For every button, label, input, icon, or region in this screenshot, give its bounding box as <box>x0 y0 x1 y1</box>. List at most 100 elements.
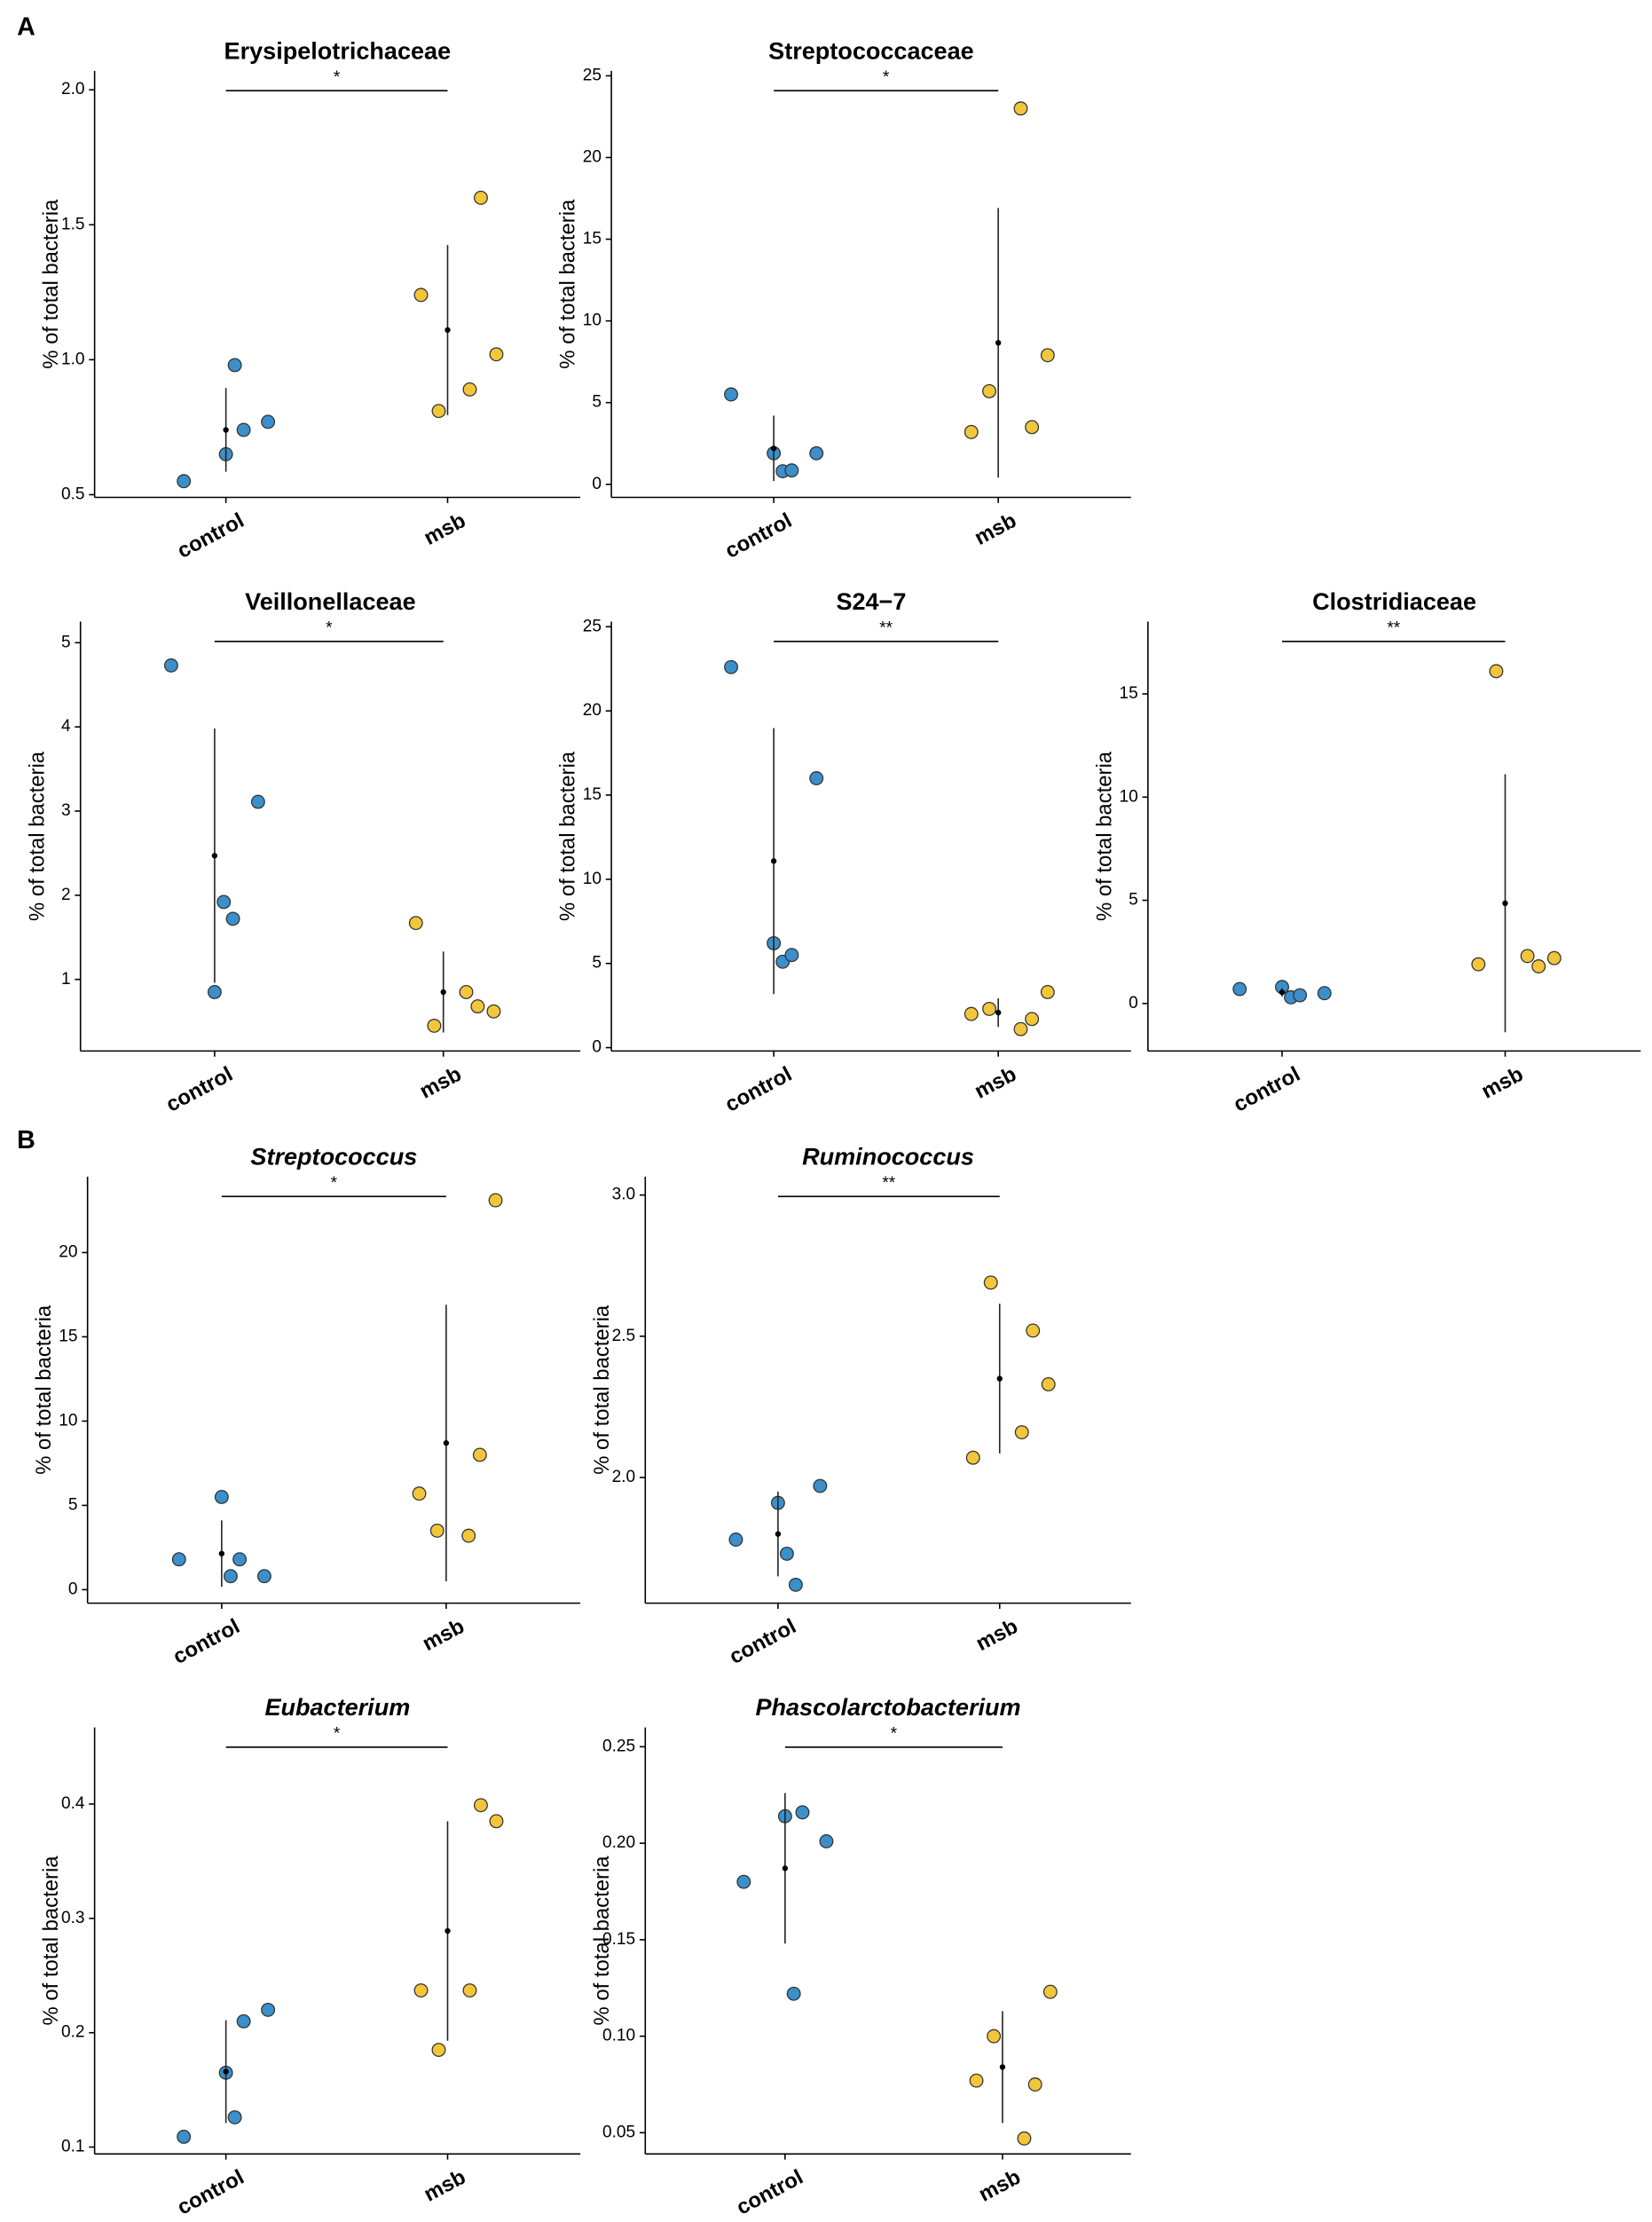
significance-label: * <box>891 1725 898 1744</box>
y-axis-label: % of total bacteria <box>39 1856 63 2026</box>
significance-label: ** <box>879 619 893 638</box>
y-tick-label: 10 <box>583 311 602 330</box>
significance-label: * <box>883 68 890 87</box>
chart-title: Veillonellaceae <box>245 588 415 615</box>
x-tick-label: msb <box>975 2165 1025 2207</box>
y-axis-label: % of total bacteria <box>39 199 63 369</box>
mean-point <box>770 445 777 452</box>
significance-label: * <box>334 68 341 87</box>
point <box>163 658 178 673</box>
chart-title: Clostridiaceae <box>1312 588 1476 615</box>
point <box>1520 949 1535 964</box>
x-tick-label: msb <box>416 1062 466 1104</box>
chart-title: Eubacterium <box>264 1694 410 1721</box>
chart-title: S24−7 <box>836 588 906 615</box>
x-tick-label: msb <box>420 508 469 550</box>
point <box>462 1983 477 1997</box>
x-tick-label: msb <box>1477 1062 1527 1104</box>
x-tick-label: control <box>173 2165 248 2220</box>
x-tick-label: control <box>1230 1062 1304 1117</box>
y-tick-label: 0.20 <box>602 1833 635 1852</box>
y-axis-label: % of total bacteria <box>556 751 580 921</box>
point <box>969 2073 984 2088</box>
y-tick-label: 5 <box>1129 891 1138 910</box>
point <box>408 916 423 931</box>
point <box>982 383 996 398</box>
point <box>216 894 232 910</box>
point <box>431 2043 446 2057</box>
significance-label: ** <box>882 1174 895 1193</box>
panel-label: A <box>17 13 35 42</box>
point <box>736 1874 751 1889</box>
point <box>459 985 474 999</box>
point <box>724 387 738 402</box>
point <box>1293 988 1308 1003</box>
y-tick-label: 2.5 <box>612 1327 636 1345</box>
point <box>427 1018 442 1033</box>
point <box>1489 664 1504 679</box>
point <box>488 1193 503 1208</box>
point <box>1017 2131 1032 2146</box>
y-tick-label: 1.0 <box>61 350 85 368</box>
x-tick-label: control <box>169 1614 244 1669</box>
point <box>1232 981 1247 997</box>
point <box>1546 950 1562 965</box>
y-tick-label: 2.0 <box>612 1468 636 1486</box>
y-axis-label: % of total bacteria <box>25 751 49 921</box>
point <box>472 1447 487 1462</box>
mean-point <box>223 2068 229 2075</box>
y-tick-label: 0 <box>592 1038 602 1057</box>
point <box>1471 957 1486 972</box>
point <box>413 1983 429 1997</box>
mean-point <box>995 1009 1002 1016</box>
significance-label: ** <box>1387 619 1400 638</box>
y-axis-label: % of total bacteria <box>1092 751 1116 921</box>
mean-point <box>440 989 446 996</box>
y-tick-label: 0 <box>592 475 602 493</box>
point <box>1014 1425 1029 1440</box>
point <box>413 288 429 303</box>
mean-point <box>775 1531 782 1537</box>
point <box>250 794 265 809</box>
y-tick-label: 3 <box>61 801 71 820</box>
y-axis-label: % of total bacteria <box>32 1304 56 1475</box>
point <box>224 1569 238 1584</box>
chart-title: Streptococcus <box>250 1143 417 1170</box>
y-tick-label: 0.4 <box>61 1794 85 1813</box>
y-tick-label: 10 <box>1119 787 1137 806</box>
y-tick-label: 0 <box>1129 994 1138 1013</box>
x-tick-label: msb <box>419 1614 468 1656</box>
x-tick-label: msb <box>971 508 1020 550</box>
y-tick-label: 4 <box>61 717 71 736</box>
point <box>786 1986 801 2001</box>
y-tick-label: 20 <box>583 148 602 167</box>
y-tick-label: 20 <box>583 701 602 720</box>
y-tick-label: 10 <box>59 1412 77 1430</box>
point <box>788 1577 803 1592</box>
y-tick-label: 0.3 <box>61 1909 85 1927</box>
mean-point <box>1502 900 1508 907</box>
y-tick-label: 0.1 <box>61 2138 85 2156</box>
point <box>227 358 242 373</box>
point <box>225 911 240 926</box>
y-tick-label: 5 <box>61 633 71 651</box>
y-tick-label: 1.5 <box>61 215 85 233</box>
y-tick-label: 15 <box>59 1328 77 1346</box>
point <box>964 1006 979 1021</box>
chart-title: Phascolarctobacterium <box>755 1694 1020 1721</box>
point <box>429 1523 444 1538</box>
point <box>982 1001 996 1016</box>
mean-point <box>218 1550 225 1556</box>
x-tick-label: msb <box>971 1062 1020 1104</box>
y-tick-label: 0.05 <box>602 2123 635 2141</box>
point <box>1027 2077 1042 2092</box>
point <box>470 999 485 1014</box>
point <box>1026 1323 1041 1338</box>
x-tick-label: control <box>721 1062 796 1117</box>
significance-label: * <box>331 1174 338 1193</box>
y-tick-label: 0 <box>68 1580 78 1598</box>
point <box>1013 101 1028 116</box>
mean-point <box>770 858 777 864</box>
